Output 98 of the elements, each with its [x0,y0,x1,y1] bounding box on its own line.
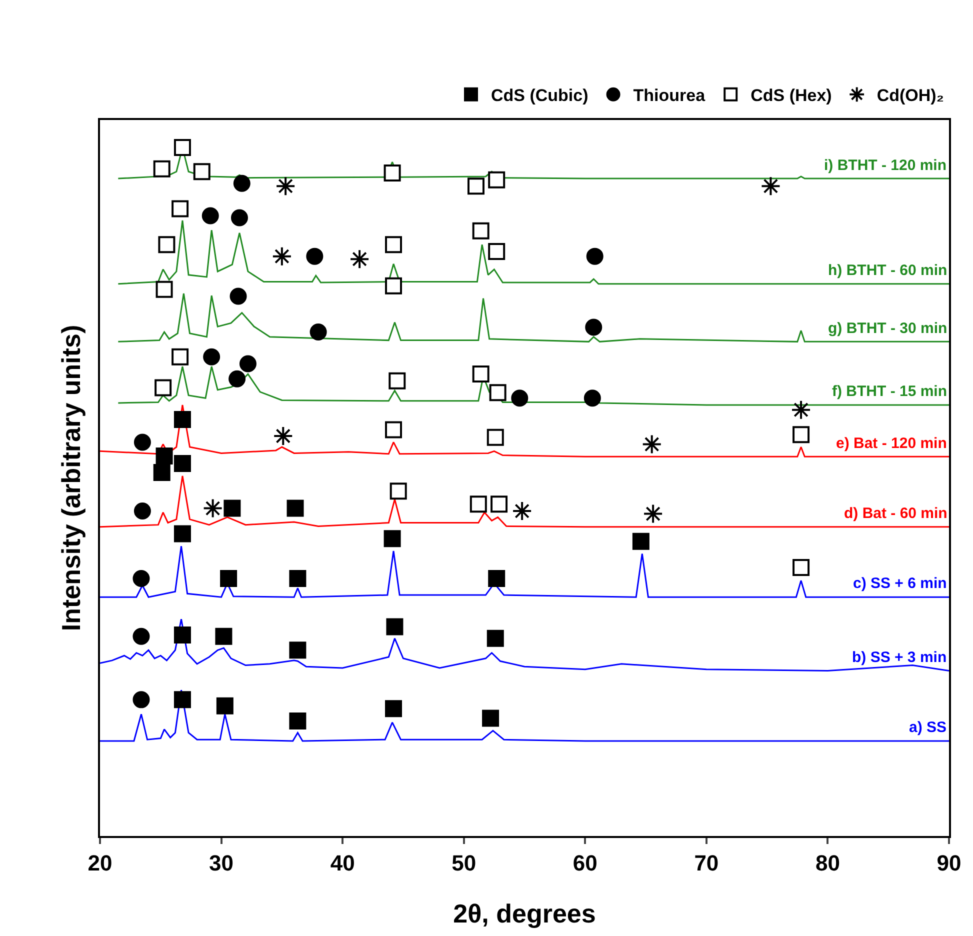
point [239,355,256,372]
point [174,691,191,708]
series-label: d) Bat - 60 min [844,505,948,522]
point [174,139,191,156]
point [486,428,504,446]
point [584,390,601,407]
point [172,348,189,366]
point [230,209,248,226]
x-tick-label: 90 [936,850,962,876]
point [384,530,401,548]
point [486,630,504,647]
point [289,570,306,588]
series-label: e) Bat - 120 min [836,435,947,452]
point [306,248,324,265]
point [482,710,500,727]
point [153,464,170,481]
point [286,500,304,517]
point [132,570,150,588]
legend-label: Thiourea [633,86,706,106]
point [174,410,191,428]
point [156,447,173,464]
point [585,318,602,336]
x-tick-label: 30 [209,850,234,876]
point [760,176,781,196]
point [172,200,189,218]
point [174,626,191,644]
point [156,280,173,298]
legend-label: Cd(OH)₂ [876,86,944,106]
point [289,712,306,730]
point [470,496,487,513]
point [642,434,662,454]
point [472,222,490,240]
series-label: a) SS [909,719,947,736]
point [792,426,810,444]
point [512,501,532,522]
point [153,160,170,178]
y-axis-title: Intensity (arbitrary units) [56,324,86,632]
series-label: f) BTHT - 15 min [832,383,947,400]
x-tick-label: 70 [694,850,719,876]
series-label: g) BTHT - 30 min [828,320,948,337]
point [488,171,506,188]
point [174,455,191,472]
point [276,176,296,196]
point [220,570,238,588]
point [488,570,506,588]
series-label: h) BTHT - 60 min [828,262,948,279]
x-tick-label: 80 [815,850,840,876]
point [792,559,810,576]
point [489,384,506,402]
point [385,236,402,254]
point [215,628,232,645]
point [632,532,650,550]
point [390,482,407,500]
legend-label: CdS (Cubic) [491,86,588,106]
point [472,366,490,383]
point [132,691,150,708]
point [350,249,370,270]
point [154,379,172,396]
point [230,288,247,305]
point [202,207,219,224]
point [224,500,241,517]
point [134,502,151,520]
point [158,236,176,254]
series-label: i) BTHT - 120 min [824,157,947,174]
point [216,697,234,714]
point [174,525,191,542]
point [289,642,306,659]
point [490,496,508,513]
point [791,400,812,420]
point [586,248,604,265]
point [273,426,294,446]
point [467,178,484,195]
legend-label: CdS (Hex) [750,86,832,106]
point [488,243,506,260]
point [643,504,664,524]
x-axis-title: 2θ, degrees [453,898,596,929]
point [385,700,402,718]
point [203,348,220,366]
point [385,277,402,294]
point [388,372,406,390]
point [228,370,246,388]
point [193,163,210,180]
point [511,390,528,407]
point [272,246,292,266]
point [310,324,327,341]
point [384,164,401,182]
series-label: b) SS + 3 min [852,649,947,666]
point [385,421,402,438]
x-tick-label: 40 [330,850,355,876]
x-tick-label: 20 [88,850,112,876]
point [134,434,151,451]
x-tick-label: 60 [572,850,598,876]
series-label: c) SS + 6 min [853,575,947,592]
x-tick-label: 50 [452,850,476,876]
point [233,174,250,192]
point [132,628,150,645]
point [386,618,404,636]
point [202,498,223,518]
